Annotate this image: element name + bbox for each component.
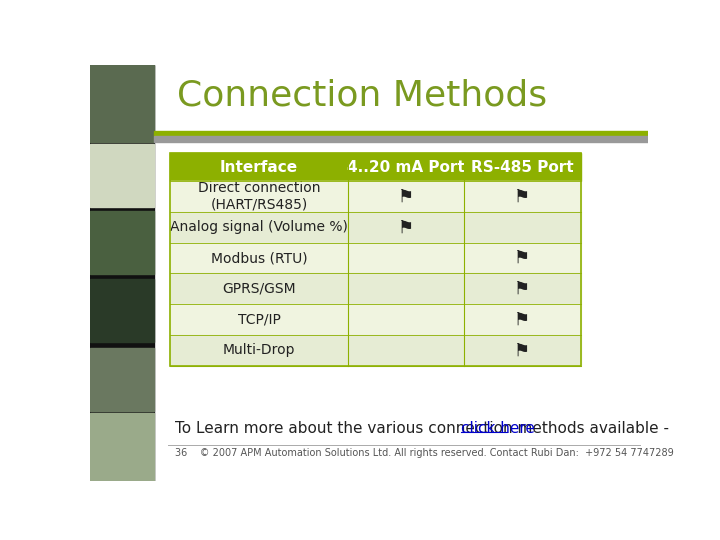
Text: RS-485 Port: RS-485 Port xyxy=(471,160,574,175)
Bar xyxy=(90,348,154,411)
Text: To Learn more about the various connection methods available -: To Learn more about the various connecti… xyxy=(175,421,674,436)
Bar xyxy=(154,131,648,137)
Text: Modbus (RTU): Modbus (RTU) xyxy=(211,251,307,265)
Text: ⚑: ⚑ xyxy=(514,187,531,206)
Bar xyxy=(170,242,580,273)
Bar xyxy=(90,211,154,274)
Text: Multi-Drop: Multi-Drop xyxy=(222,343,295,357)
Text: ⚑: ⚑ xyxy=(514,249,531,267)
Text: TCP/IP: TCP/IP xyxy=(238,313,280,327)
Bar xyxy=(90,144,154,207)
Text: Interface: Interface xyxy=(220,160,298,175)
Text: ⚑: ⚑ xyxy=(514,341,531,360)
Text: GPRS/GSM: GPRS/GSM xyxy=(222,282,296,296)
Bar xyxy=(90,65,154,142)
Bar xyxy=(170,273,580,304)
Bar xyxy=(90,413,154,481)
Text: ⚑: ⚑ xyxy=(398,187,414,206)
Text: click here: click here xyxy=(461,421,535,436)
Bar xyxy=(90,279,154,342)
Text: Connection Methods: Connection Methods xyxy=(177,79,547,113)
Bar xyxy=(170,304,580,335)
Bar xyxy=(170,212,580,242)
Text: Direct connection
(HART/RS485): Direct connection (HART/RS485) xyxy=(198,181,320,212)
Text: ⚑: ⚑ xyxy=(398,218,414,237)
Bar xyxy=(90,65,154,481)
Text: 36    © 2007 APM Automation Solutions Ltd. All rights reserved. Contact Rubi Dan: 36 © 2007 APM Automation Solutions Ltd. … xyxy=(175,448,674,458)
Bar xyxy=(170,181,580,212)
Bar xyxy=(170,153,580,366)
Bar xyxy=(170,335,580,366)
Text: 4..20 mA Port: 4..20 mA Port xyxy=(347,160,465,175)
Bar xyxy=(170,153,580,181)
Text: ⚑: ⚑ xyxy=(514,280,531,298)
Bar xyxy=(154,137,648,142)
Text: ⚑: ⚑ xyxy=(514,310,531,329)
Text: Analog signal (Volume %): Analog signal (Volume %) xyxy=(170,220,348,234)
